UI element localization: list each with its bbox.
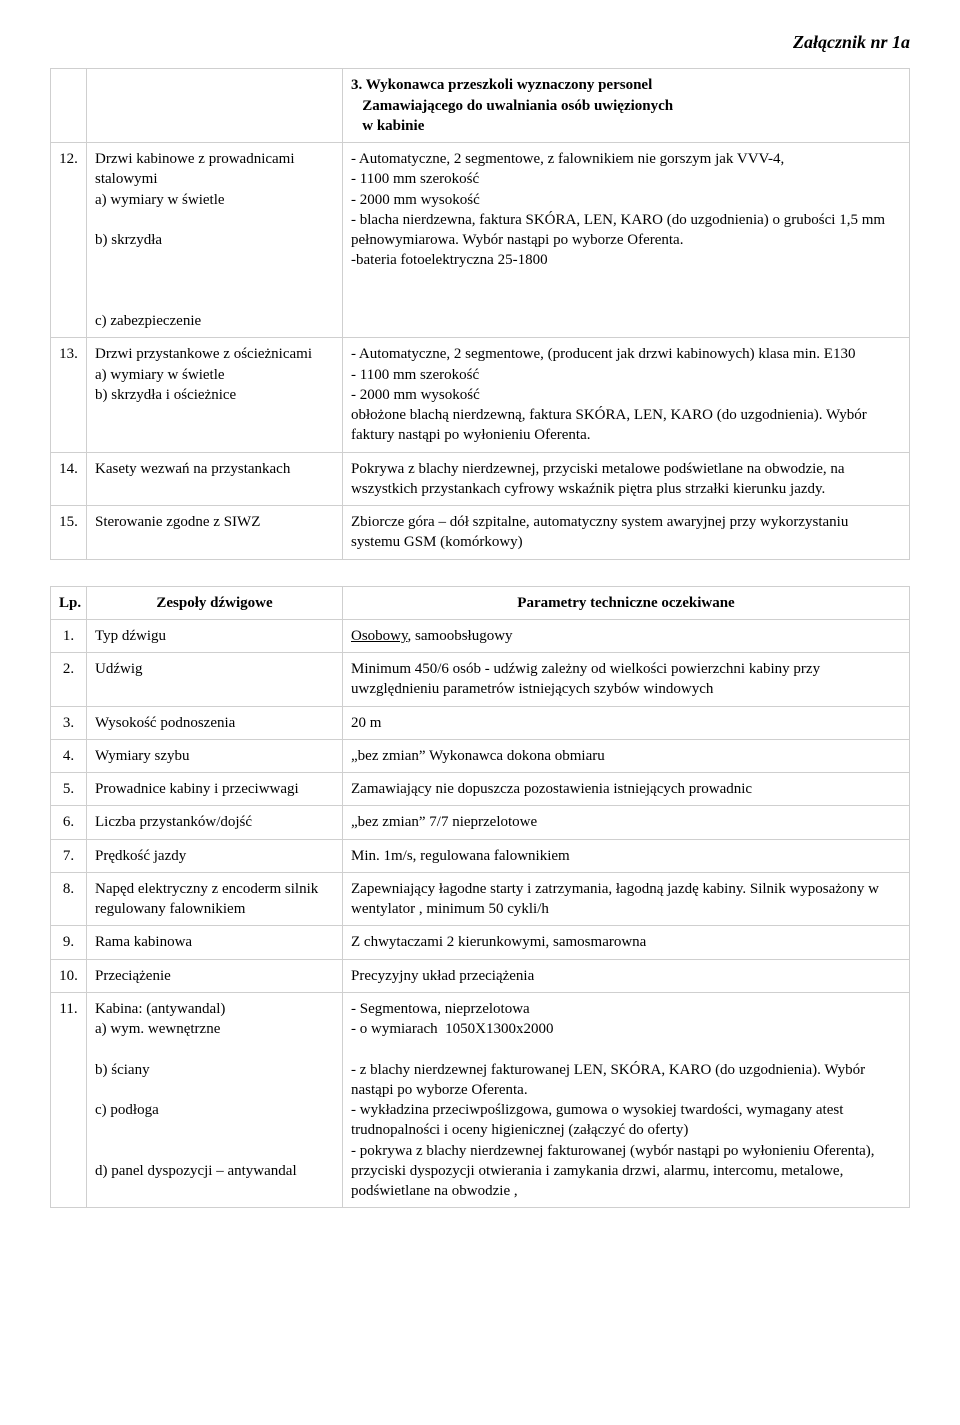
cell-desc: 3. Wykonawca przeszkoli wyznaczony perso… — [343, 69, 910, 143]
cell-num: 2. — [51, 653, 87, 707]
cell-num: 10. — [51, 959, 87, 992]
cell-label: Udźwig — [87, 653, 343, 707]
cell-num: 9. — [51, 926, 87, 959]
table-header-row: Lp. Zespoły dźwigowe Parametry techniczn… — [51, 586, 910, 619]
cell-label: Liczba przystanków/dojść — [87, 806, 343, 839]
cell-label: Sterowanie zgodne z SIWZ — [87, 506, 343, 560]
cell-label: Kasety wezwań na przystankach — [87, 452, 343, 506]
cell-label: Przeciążenie — [87, 959, 343, 992]
cell-num: 11. — [51, 992, 87, 1208]
cell-desc: - Automatyczne, 2 segmentowe, z falownik… — [343, 143, 910, 338]
cell-desc: Pokrywa z blachy nierdzewnej, przyciski … — [343, 452, 910, 506]
table-spec-continuation: 3. Wykonawca przeszkoli wyznaczony perso… — [50, 68, 910, 559]
table-row: 14. Kasety wezwań na przystankach Pokryw… — [51, 452, 910, 506]
cell-desc: Precyzyjny układ przeciążenia — [343, 959, 910, 992]
table-spec-main: Lp. Zespoły dźwigowe Parametry techniczn… — [50, 586, 910, 1209]
appendix-label: Załącznik nr 1a — [50, 30, 910, 54]
cell-desc: Zbiorcze góra – dół szpitalne, automatyc… — [343, 506, 910, 560]
table-row: 11. Kabina: (antywandal) a) wym. wewnętr… — [51, 992, 910, 1208]
cell-num: 15. — [51, 506, 87, 560]
cell-num: 1. — [51, 619, 87, 652]
cell-desc: Minimum 450/6 osób - udźwig zależny od w… — [343, 653, 910, 707]
cell-desc: „bez zmian” 7/7 nieprzelotowe — [343, 806, 910, 839]
table-row: 12. Drzwi kabinowe z prowadnicami stalow… — [51, 143, 910, 338]
table-row: 6. Liczba przystanków/dojść „bez zmian” … — [51, 806, 910, 839]
cell-desc-rest: , samoobsługowy — [408, 628, 513, 644]
cell-desc: Osobowy, samoobsługowy — [343, 619, 910, 652]
cell-num: 14. — [51, 452, 87, 506]
cell-desc: Min. 1m/s, regulowana falownikiem — [343, 839, 910, 872]
table-row: 7. Prędkość jazdy Min. 1m/s, regulowana … — [51, 839, 910, 872]
cell-desc-underlined: Osobowy — [351, 628, 408, 644]
cell-desc: - Automatyczne, 2 segmentowe, (producent… — [343, 338, 910, 452]
cell-label — [87, 69, 343, 143]
cell-num: 7. — [51, 839, 87, 872]
cell-desc: Zapewniający łagodne starty i zatrzymani… — [343, 872, 910, 926]
table-row: 4. Wymiary szybu „bez zmian” Wykonawca d… — [51, 739, 910, 772]
cell-label: Prędkość jazdy — [87, 839, 343, 872]
cell-label: Napęd elektryczny z encoderm silnik regu… — [87, 872, 343, 926]
cell-num — [51, 69, 87, 143]
cell-num: 4. — [51, 739, 87, 772]
cell-num: 3. — [51, 706, 87, 739]
cell-num: 13. — [51, 338, 87, 452]
cell-label: Prowadnice kabiny i przeciwwagi — [87, 773, 343, 806]
table-row: 1. Typ dźwigu Osobowy, samoobsługowy — [51, 619, 910, 652]
cell-desc: Z chwytaczami 2 kierunkowymi, samosmarow… — [343, 926, 910, 959]
table-row: 3. Wysokość podnoszenia 20 m — [51, 706, 910, 739]
cell-desc: „bez zmian” Wykonawca dokona obmiaru — [343, 739, 910, 772]
cell-label: Typ dźwigu — [87, 619, 343, 652]
table-row: 10. Przeciążenie Precyzyjny układ przeci… — [51, 959, 910, 992]
cell-label: Wysokość podnoszenia — [87, 706, 343, 739]
table-row: 13. Drzwi przystankowe z ościeżnicami a)… — [51, 338, 910, 452]
cell-label: Kabina: (antywandal) a) wym. wewnętrzne … — [87, 992, 343, 1208]
cell-label: Rama kabinowa — [87, 926, 343, 959]
cell-desc: Zamawiający nie dopuszcza pozostawienia … — [343, 773, 910, 806]
header-desc: Parametry techniczne oczekiwane — [343, 586, 910, 619]
table-row: 15. Sterowanie zgodne z SIWZ Zbiorcze gó… — [51, 506, 910, 560]
cell-num: 6. — [51, 806, 87, 839]
table-row: 5. Prowadnice kabiny i przeciwwagi Zamaw… — [51, 773, 910, 806]
table-row: 2. Udźwig Minimum 450/6 osób - udźwig za… — [51, 653, 910, 707]
table-row: 3. Wykonawca przeszkoli wyznaczony perso… — [51, 69, 910, 143]
cell-desc: - Segmentowa, nieprzelotowa - o wymiarac… — [343, 992, 910, 1208]
cell-label: Drzwi przystankowe z ościeżnicami a) wym… — [87, 338, 343, 452]
table-row: 9. Rama kabinowa Z chwytaczami 2 kierunk… — [51, 926, 910, 959]
table-row: 8. Napęd elektryczny z encoderm silnik r… — [51, 872, 910, 926]
cell-num: 5. — [51, 773, 87, 806]
header-lp: Lp. — [51, 586, 87, 619]
cell-num: 8. — [51, 872, 87, 926]
cell-label: Wymiary szybu — [87, 739, 343, 772]
cell-desc: 20 m — [343, 706, 910, 739]
cell-num: 12. — [51, 143, 87, 338]
cell-label: Drzwi kabinowe z prowadnicami stalowymi … — [87, 143, 343, 338]
header-label: Zespoły dźwigowe — [87, 586, 343, 619]
